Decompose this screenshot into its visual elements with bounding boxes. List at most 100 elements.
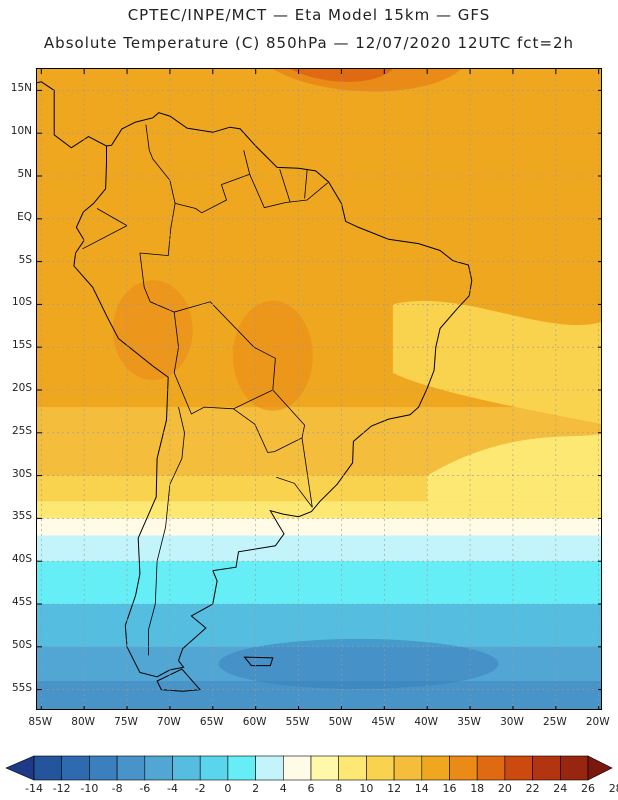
- colorbar-swatch: [504, 755, 533, 781]
- colorbar-tick-label: 8: [335, 782, 343, 795]
- longitude-label: 50W: [328, 716, 353, 728]
- colorbar-swatch: [449, 755, 478, 781]
- country-border: [139, 150, 251, 257]
- colorbar-tick-label: 26: [581, 782, 595, 795]
- colorbar-tick-label: -6: [139, 782, 151, 795]
- country-border: [96, 208, 128, 226]
- south-america-coastline: [73, 112, 473, 678]
- latitude-label: 30S: [11, 467, 32, 480]
- atlantic-cool-patch: [427, 433, 601, 502]
- central-america-coastline: [37, 81, 107, 149]
- colorbar-swatch: [227, 755, 256, 781]
- country-border: [301, 437, 313, 508]
- longitude-label: 70W: [157, 716, 181, 728]
- longitude-label: 30W: [500, 716, 524, 728]
- colorbar-swatch: [89, 755, 118, 781]
- title-line-2: Absolute Temperature (C) 850hPa — 12/07/…: [43, 34, 575, 52]
- colorbar-swatch: [255, 755, 284, 781]
- temperature-band: [37, 561, 601, 605]
- longitude-label: 55W: [285, 716, 310, 728]
- colorbar-tick-label: -4: [167, 782, 178, 795]
- map-panel[interactable]: [36, 68, 602, 710]
- colorbar-tick-label: 14: [414, 782, 429, 795]
- temperature-band: [37, 535, 601, 563]
- colorbar-tick-label: 28: [608, 782, 618, 795]
- colorbar-swatch: [144, 755, 173, 781]
- longitude-label: 85W: [28, 716, 53, 728]
- colorbar-tick-label: 20: [497, 782, 512, 795]
- colorbar-tick-label: 24: [553, 782, 568, 795]
- latitude-label: 15S: [11, 339, 32, 352]
- colorbar-tick-label: -12: [52, 782, 71, 795]
- longitude-label: 75W: [114, 716, 138, 728]
- latitude-label: 25S: [11, 424, 32, 437]
- latitude-label: 5S: [18, 253, 32, 266]
- colorbar-tick-label: 4: [279, 782, 287, 795]
- colorbar-swatch: [282, 755, 312, 781]
- colorbar-tick-label: -8: [111, 782, 123, 795]
- country-border: [304, 169, 308, 199]
- title-line-1: CPTEC/INPE/MCT — Eta Model 15km — GFS: [127, 6, 491, 24]
- colorbar-tick-label: 2: [252, 782, 260, 795]
- country-border: [279, 169, 291, 202]
- longitude-label: 65W: [199, 716, 224, 728]
- longitude-label: 25W: [542, 716, 567, 728]
- colorbar-swatch: [366, 755, 395, 781]
- country-border: [139, 252, 175, 313]
- longitude-label: 80W: [71, 716, 96, 728]
- colorbar-swatch: [61, 755, 90, 781]
- longitude-label: 45W: [371, 716, 396, 728]
- longitude-label: 20W: [585, 716, 610, 728]
- latitude-label: 45S: [11, 596, 32, 608]
- latitude-label: 55S: [11, 681, 32, 694]
- colorbar-swatch: [476, 755, 506, 781]
- temperature-band: [37, 501, 601, 520]
- latitude-label: EQ: [17, 210, 32, 223]
- longitude-label: 60W: [242, 716, 267, 728]
- color-scale-bar: [5, 755, 613, 781]
- colorbar-tick-label: -2: [194, 782, 206, 795]
- latitude-label: 15N: [10, 82, 32, 95]
- colorbar-tick-label: -14: [25, 782, 43, 795]
- tierra-del-fuego-coastline: [156, 668, 201, 692]
- latitude-label: 10N: [10, 125, 32, 138]
- colorbar-tick-label: 18: [470, 782, 485, 795]
- colorbar-swatch: [532, 755, 561, 781]
- colorbar-swatch: [421, 755, 450, 781]
- colorbar-swatch: [199, 755, 229, 781]
- latitude-label: 35S: [11, 510, 32, 523]
- atlantic-mild-patch: [392, 300, 601, 424]
- colorbar-tick-label: 0: [224, 782, 232, 795]
- colorbar-low-arrow: [5, 755, 35, 781]
- latitude-label: 20S: [11, 382, 32, 394]
- colorbar-tick-label: -10: [80, 782, 99, 795]
- colorbar-swatch: [310, 755, 340, 781]
- longitude-label: 35W: [457, 716, 481, 728]
- colorbar-swatch: [172, 755, 201, 781]
- andes-warm-core: [112, 280, 193, 381]
- colorbar-swatch: [559, 755, 589, 781]
- latitude-label: 50S: [11, 638, 32, 651]
- latitude-label: 40S: [11, 553, 32, 566]
- cold-core-patch: [218, 638, 499, 689]
- interior-warm-core: [232, 300, 313, 411]
- colorbar-swatch: [116, 755, 146, 781]
- temperature-map: [37, 69, 601, 709]
- colorbar-tick-label: 16: [442, 782, 457, 795]
- colorbar-tick-label: 22: [525, 782, 540, 795]
- country-border: [173, 301, 276, 415]
- longitude-label: 40W: [414, 716, 439, 728]
- country-border: [82, 225, 128, 250]
- latitude-label: 5N: [17, 168, 32, 180]
- colorbar-swatch: [338, 755, 367, 781]
- colorbar-high-arrow: [587, 755, 613, 781]
- country-border: [276, 476, 313, 508]
- temperature-band: [37, 518, 601, 537]
- colorbar-tick-label: 12: [387, 782, 402, 795]
- latitude-label: 10S: [11, 296, 32, 309]
- colorbar-swatch: [393, 755, 423, 781]
- colorbar-tick-label: 6: [307, 782, 315, 795]
- country-border: [233, 389, 306, 453]
- country-border: [249, 174, 328, 209]
- colorbar-swatch: [33, 755, 63, 781]
